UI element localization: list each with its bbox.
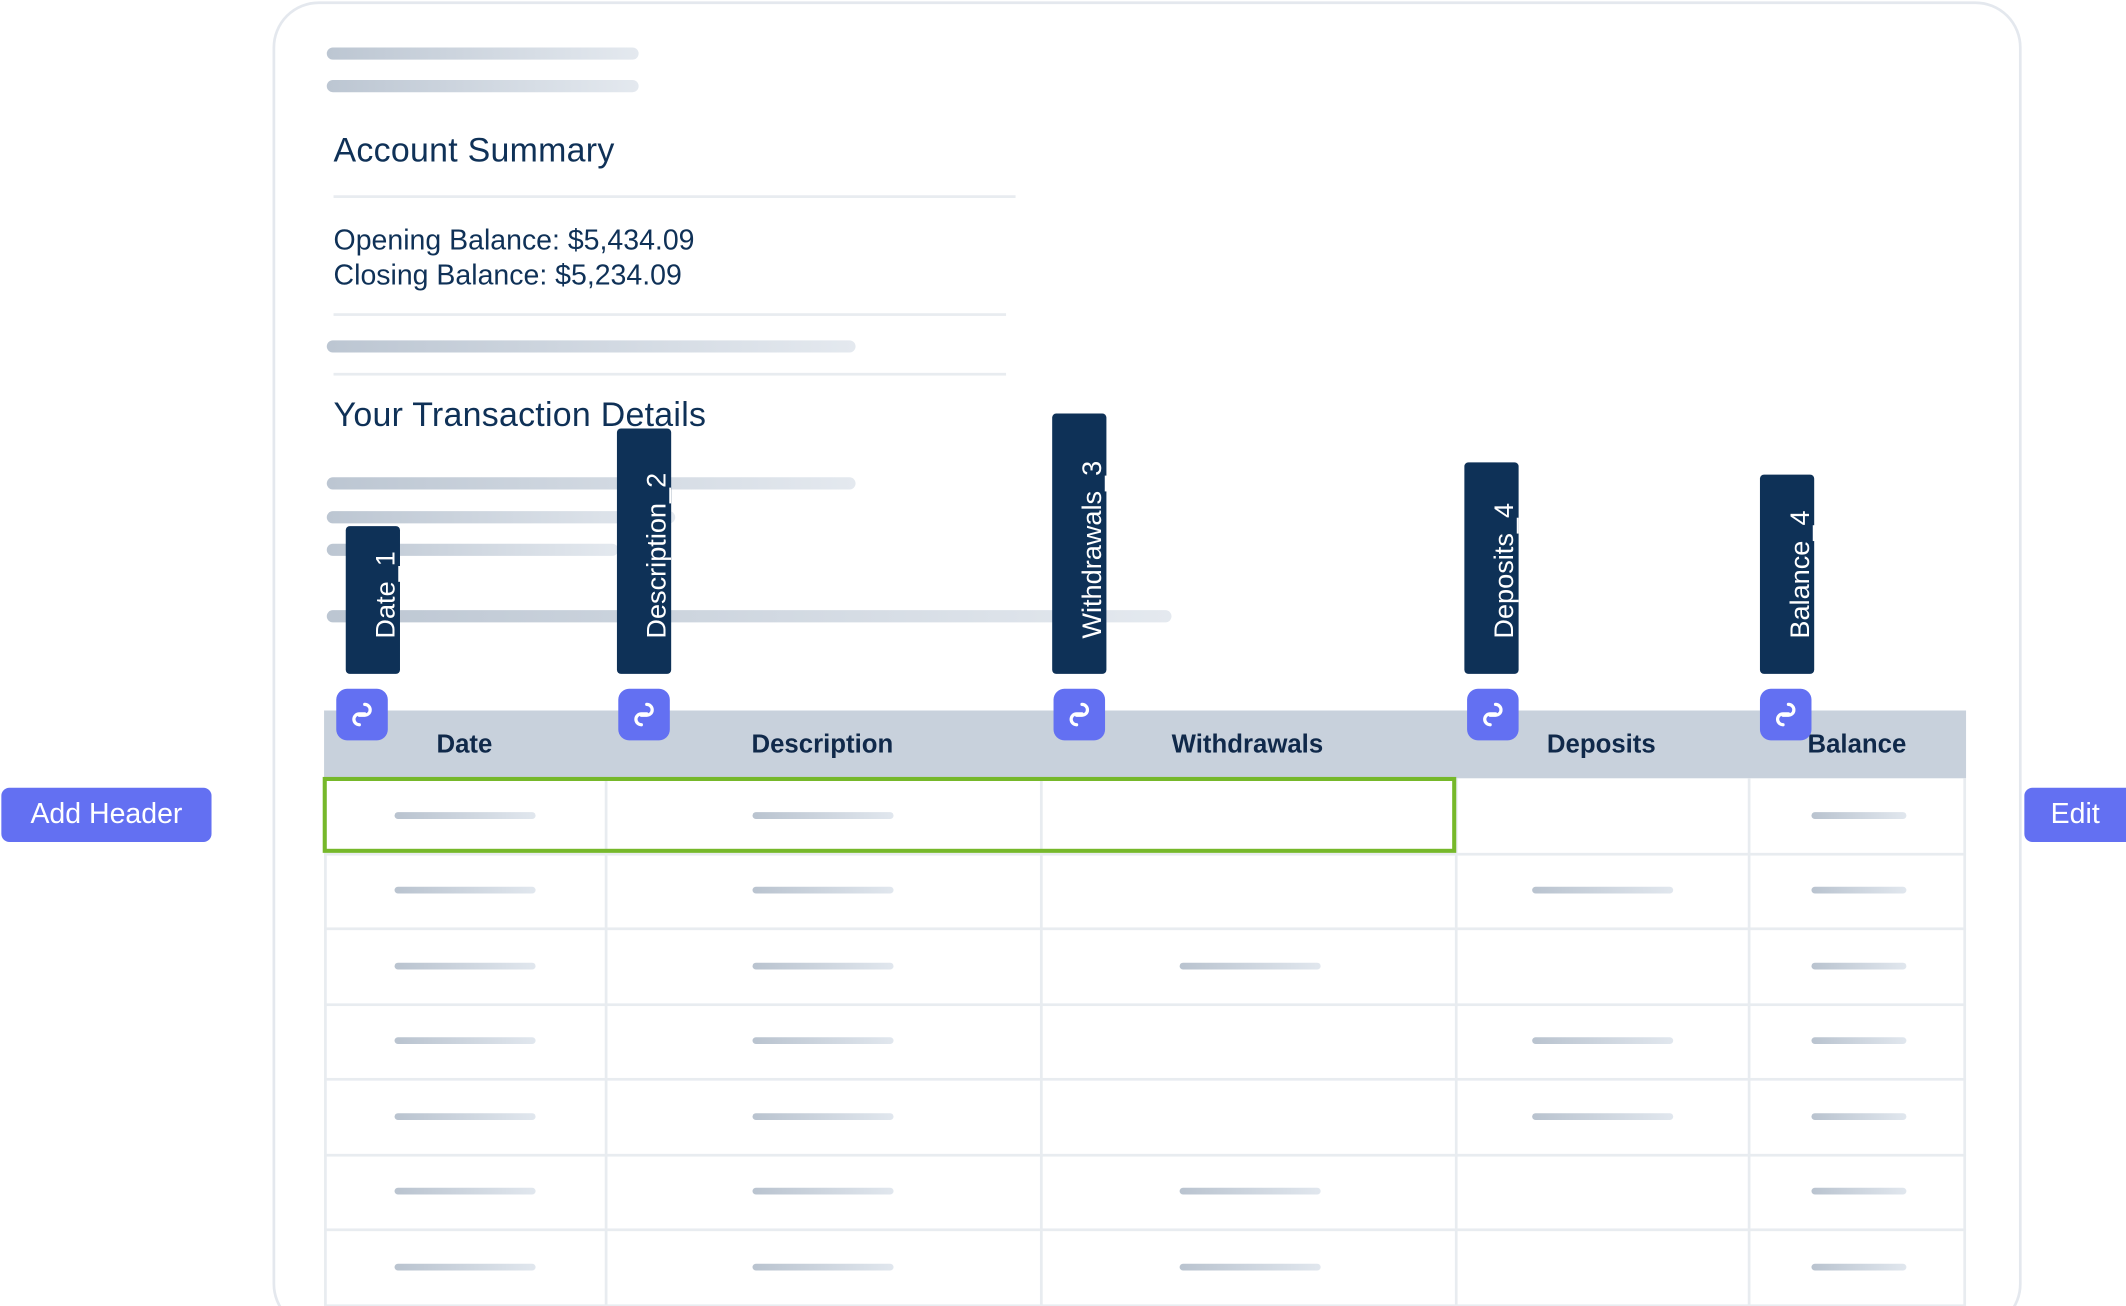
edit-button[interactable]: Edit xyxy=(2024,787,2126,843)
cell-placeholder-balance xyxy=(1811,887,1907,894)
column-tag-label: Withdrawals_3 xyxy=(1077,460,1108,639)
column-tag-deposits[interactable]: Deposits_4 xyxy=(1464,462,1520,674)
column-header-date[interactable]: Date xyxy=(436,730,493,760)
column-divider xyxy=(1039,778,1043,1306)
link-button-date[interactable] xyxy=(336,688,388,741)
placeholder-line xyxy=(326,610,1172,623)
table-edge xyxy=(324,778,327,1306)
link-button-description[interactable] xyxy=(618,688,670,741)
link-button-deposits[interactable] xyxy=(1467,688,1519,741)
column-tag-description[interactable]: Description_2 xyxy=(616,428,673,674)
divider xyxy=(333,372,1007,376)
column-tag-balance[interactable]: Balance_4 xyxy=(1759,474,1816,674)
column-divider xyxy=(1454,778,1458,1306)
row-divider xyxy=(324,1303,1967,1306)
cell-placeholder-date xyxy=(394,1112,536,1120)
cell-placeholder-balance xyxy=(1811,962,1907,970)
cell-placeholder-withdrawals xyxy=(1179,1188,1321,1195)
cell-placeholder-deposits xyxy=(1532,887,1674,894)
divider xyxy=(333,195,1016,198)
column-header-deposits[interactable]: Deposits xyxy=(1546,730,1656,760)
link-icon xyxy=(352,702,372,727)
link-button-balance[interactable] xyxy=(1759,688,1812,741)
row-divider xyxy=(324,1077,1967,1081)
cell-placeholder-withdrawals xyxy=(1179,1263,1321,1271)
cell-placeholder-date xyxy=(394,1188,536,1195)
cell-placeholder-description xyxy=(752,1112,894,1120)
column-header-withdrawals[interactable]: Withdrawals xyxy=(1171,730,1324,760)
row-divider xyxy=(324,927,1967,931)
column-header-description[interactable]: Description xyxy=(751,730,894,760)
divider xyxy=(333,313,1007,316)
cell-placeholder-balance xyxy=(1811,1037,1907,1045)
cell-placeholder-description xyxy=(752,811,894,819)
cell-placeholder-date xyxy=(394,1263,536,1271)
cell-placeholder-description xyxy=(752,1188,894,1195)
cell-placeholder-date xyxy=(394,1037,536,1045)
link-icon xyxy=(1069,702,1089,727)
column-tag-label: Description_2 xyxy=(642,472,673,639)
opening-balance: Opening Balance: $5,434.09 xyxy=(333,225,695,257)
placeholder-line xyxy=(326,477,856,490)
cell-placeholder-balance xyxy=(1811,1112,1907,1120)
placeholder-line xyxy=(326,511,676,524)
column-tag-label: Deposits_4 xyxy=(1490,502,1520,639)
column-tag-date[interactable]: Date_1 xyxy=(345,526,402,674)
row-divider xyxy=(324,1228,1967,1232)
link-icon xyxy=(1776,702,1796,727)
link-icon xyxy=(634,702,654,727)
add-header-button[interactable]: Add Header xyxy=(1,787,212,843)
cell-placeholder-balance xyxy=(1811,1188,1907,1195)
cell-placeholder-deposits xyxy=(1532,1037,1674,1045)
table-row[interactable] xyxy=(324,1004,1966,1079)
row-divider xyxy=(324,852,1967,855)
table-row[interactable] xyxy=(324,854,1966,929)
transaction-table: Date Description Withdrawals Deposits Ba… xyxy=(324,710,1967,1306)
table-row[interactable] xyxy=(324,778,1966,853)
column-divider xyxy=(1747,778,1751,1306)
cell-placeholder-date xyxy=(394,962,536,970)
cell-placeholder-date xyxy=(394,811,536,819)
row-divider xyxy=(324,1002,1967,1006)
account-summary-title: Account Summary xyxy=(333,131,615,170)
placeholder-line xyxy=(326,47,639,60)
cell-placeholder-balance xyxy=(1811,1263,1907,1271)
document-card xyxy=(272,1,2022,1306)
cell-placeholder-description xyxy=(752,1037,894,1045)
column-divider xyxy=(604,778,608,1306)
row-divider xyxy=(324,1153,1967,1156)
table-header: Date Description Withdrawals Deposits Ba… xyxy=(324,710,1967,779)
placeholder-line xyxy=(326,340,856,353)
cell-placeholder-withdrawals xyxy=(1179,962,1321,970)
link-button-withdrawals[interactable] xyxy=(1053,688,1106,741)
column-tag-withdrawals[interactable]: Withdrawals_3 xyxy=(1052,413,1108,674)
cell-placeholder-description xyxy=(752,887,894,894)
cell-placeholder-date xyxy=(394,887,536,894)
table-row[interactable] xyxy=(324,1079,1966,1154)
column-header-balance[interactable]: Balance xyxy=(1807,730,1907,760)
table-row[interactable] xyxy=(324,1230,1966,1305)
cell-placeholder-description xyxy=(752,962,894,970)
cell-placeholder-deposits xyxy=(1532,1112,1674,1120)
table-edge xyxy=(1963,778,1967,1306)
cell-placeholder-description xyxy=(752,1263,894,1271)
table-row[interactable] xyxy=(324,929,1966,1004)
column-tag-label: Date_1 xyxy=(371,551,402,639)
closing-balance: Closing Balance: $5,234.09 xyxy=(333,260,682,292)
cell-placeholder-balance xyxy=(1811,811,1907,819)
selected-row-highlight[interactable] xyxy=(322,776,1457,853)
column-tag-label: Balance_4 xyxy=(1785,510,1816,639)
transaction-details-title: Your Transaction Details xyxy=(333,395,707,434)
link-icon xyxy=(1483,702,1503,727)
table-row[interactable] xyxy=(324,1155,1966,1230)
placeholder-line xyxy=(326,79,639,93)
